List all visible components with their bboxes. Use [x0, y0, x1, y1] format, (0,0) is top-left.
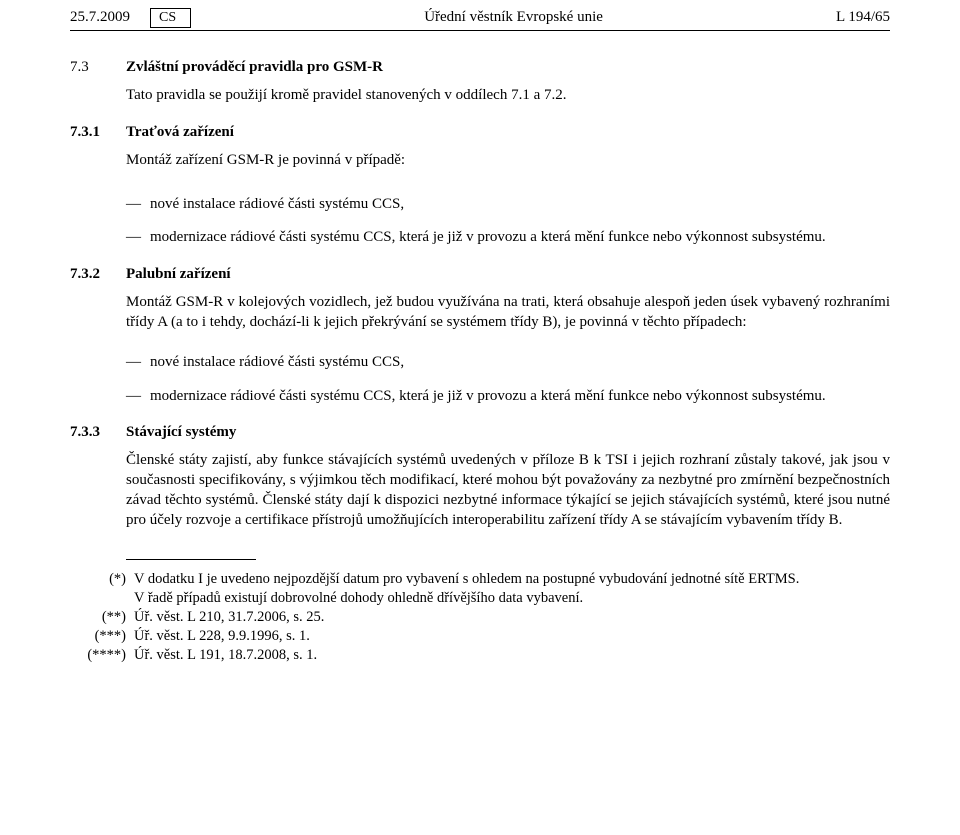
body-text: Členské státy zajistí, aby funkce stávaj…	[126, 451, 890, 530]
intro-text: Tato pravidla se použijí kromě pravidel …	[126, 86, 890, 106]
page: 25.7.2009 CS Úřední věstník Evropské uni…	[0, 0, 960, 835]
footnote-row: (****) Úř. věst. L 191, 18.7.2008, s. 1.	[70, 646, 890, 665]
list-item-text: nové instalace rádiové části systému CCS…	[150, 195, 890, 215]
footnotes: (*) V dodatku I je uvedeno nejpozdější d…	[70, 570, 890, 666]
footnote-mark	[70, 589, 134, 608]
heading-7-3-1: 7.3.1 Traťová zařízení	[70, 124, 890, 141]
footnote-row: (**) Úř. věst. L 210, 31.7.2006, s. 25.	[70, 608, 890, 627]
section-7-3: 7.3 Zvláštní prováděcí pravidla pro GSM-…	[70, 59, 890, 106]
dash-icon: —	[126, 195, 150, 215]
heading-title: Palubní zařízení	[126, 266, 231, 283]
list-item: — modernizace rádiové části systému CCS,…	[126, 228, 890, 248]
header-date: 25.7.2009	[70, 9, 130, 26]
list-item-text: nové instalace rádiové části systému CCS…	[150, 353, 890, 373]
section-7-3-1: 7.3.1 Traťová zařízení Montáž zařízení G…	[70, 124, 890, 248]
dash-icon: —	[126, 387, 150, 407]
heading-7-3-3: 7.3.3 Stávající systémy	[70, 424, 890, 441]
heading-title: Stávající systémy	[126, 424, 236, 441]
list-item-text: modernizace rádiové části systému CCS, k…	[150, 228, 890, 248]
footnote-row: V řadě případů existují dobrovolné dohod…	[70, 589, 890, 608]
footnote-row: (*) V dodatku I je uvedeno nejpozdější d…	[70, 570, 890, 589]
footnote-text: Úř. věst. L 210, 31.7.2006, s. 25.	[134, 608, 890, 627]
footnote-text: Úř. věst. L 191, 18.7.2008, s. 1.	[134, 646, 890, 665]
footnote-mark: (**)	[70, 608, 134, 627]
footnote-text: Úř. věst. L 228, 9.9.1996, s. 1.	[134, 627, 890, 646]
dash-icon: —	[126, 228, 150, 248]
footnote-mark: (*)	[70, 570, 134, 589]
section-7-3-2: 7.3.2 Palubní zařízení Montáž GSM-R v ko…	[70, 266, 890, 406]
footnote-mark: (***)	[70, 627, 134, 646]
footnote-row: (***) Úř. věst. L 228, 9.9.1996, s. 1.	[70, 627, 890, 646]
header-center: Úřední věstník Evropské unie	[191, 9, 836, 26]
footnote-separator	[126, 559, 256, 560]
footnote-mark: (****)	[70, 646, 134, 665]
lang-box: CS	[150, 8, 191, 28]
lead-text: Montáž zařízení GSM-R je povinná v přípa…	[126, 151, 890, 171]
heading-number: 7.3.1	[70, 124, 112, 141]
heading-7-3: 7.3 Zvláštní prováděcí pravidla pro GSM-…	[70, 59, 890, 76]
list-item: — nové instalace rádiové části systému C…	[126, 195, 890, 215]
heading-number: 7.3	[70, 59, 112, 76]
header-left: 25.7.2009 CS	[70, 8, 191, 28]
heading-title: Traťová zařízení	[126, 124, 234, 141]
lead-text: Montáž GSM-R v kolejových vozidlech, jež…	[126, 293, 890, 333]
page-header: 25.7.2009 CS Úřední věstník Evropské uni…	[70, 8, 890, 31]
heading-number: 7.3.2	[70, 266, 112, 283]
list-item: — nové instalace rádiové části systému C…	[126, 353, 890, 373]
footnote-text: V řadě případů existují dobrovolné dohod…	[134, 589, 890, 608]
dash-icon: —	[126, 353, 150, 373]
section-7-3-3: 7.3.3 Stávající systémy Členské státy za…	[70, 424, 890, 530]
list-item: — modernizace rádiové části systému CCS,…	[126, 387, 890, 407]
heading-title: Zvláštní prováděcí pravidla pro GSM-R	[126, 59, 383, 76]
heading-number: 7.3.3	[70, 424, 112, 441]
footnote-text: V dodatku I je uvedeno nejpozdější datum…	[134, 570, 890, 589]
list-item-text: modernizace rádiové části systému CCS, k…	[150, 387, 890, 407]
heading-7-3-2: 7.3.2 Palubní zařízení	[70, 266, 890, 283]
header-right: L 194/65	[836, 9, 890, 26]
